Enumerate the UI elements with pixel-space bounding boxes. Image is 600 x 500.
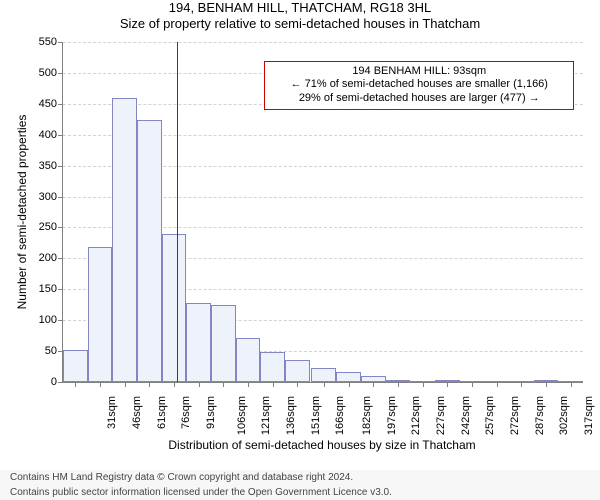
y-tick-label: 500 bbox=[39, 67, 57, 79]
histogram-bar bbox=[63, 350, 88, 382]
y-tick-label: 200 bbox=[39, 252, 57, 264]
x-tick-label: 317sqm bbox=[583, 396, 595, 435]
x-tick-label: 61sqm bbox=[156, 396, 168, 429]
y-tick-label: 400 bbox=[39, 129, 57, 141]
x-tick-label: 136sqm bbox=[285, 396, 297, 435]
y-tick-mark bbox=[58, 73, 63, 74]
y-tick-label: 150 bbox=[39, 283, 57, 295]
x-tick-mark bbox=[349, 382, 350, 387]
reference-line bbox=[177, 42, 178, 382]
y-tick-label: 550 bbox=[39, 36, 57, 48]
x-tick-mark bbox=[125, 382, 126, 387]
histogram-bar bbox=[285, 360, 310, 382]
x-tick-mark bbox=[248, 382, 249, 387]
x-tick-mark bbox=[75, 382, 76, 387]
x-axis-label: Distribution of semi-detached houses by … bbox=[62, 438, 582, 452]
y-tick-label: 250 bbox=[39, 221, 57, 233]
y-tick-label: 300 bbox=[39, 191, 57, 203]
y-tick-label: 450 bbox=[39, 98, 57, 110]
histogram-bar bbox=[162, 234, 187, 382]
histogram-bar bbox=[211, 305, 236, 382]
x-tick-mark bbox=[447, 382, 448, 387]
x-tick-mark bbox=[373, 382, 374, 387]
grid-line bbox=[63, 42, 583, 43]
callout-line: ← 71% of semi-detached houses are smalle… bbox=[271, 78, 567, 92]
callout-line: 194 BENHAM HILL: 93sqm bbox=[271, 65, 567, 79]
x-tick-label: 272sqm bbox=[509, 396, 521, 435]
histogram-bar bbox=[186, 303, 211, 382]
y-tick-mark bbox=[58, 166, 63, 167]
x-tick-mark bbox=[273, 382, 274, 387]
histogram-bar bbox=[88, 247, 113, 382]
x-tick-label: 31sqm bbox=[106, 396, 118, 429]
x-tick-mark bbox=[497, 382, 498, 387]
x-tick-label: 46sqm bbox=[131, 396, 143, 429]
histogram-bar bbox=[112, 98, 137, 382]
x-tick-label: 76sqm bbox=[180, 396, 192, 429]
x-tick-label: 227sqm bbox=[435, 396, 447, 435]
attribution-footer: Contains HM Land Registry data © Crown c… bbox=[0, 470, 600, 500]
x-tick-mark bbox=[521, 382, 522, 387]
y-tick-mark bbox=[58, 197, 63, 198]
x-tick-label: 151sqm bbox=[310, 396, 322, 435]
x-tick-mark bbox=[571, 382, 572, 387]
y-tick-mark bbox=[58, 289, 63, 290]
x-tick-label: 106sqm bbox=[236, 396, 248, 435]
y-tick-mark bbox=[58, 258, 63, 259]
x-tick-mark bbox=[324, 382, 325, 387]
x-tick-mark bbox=[223, 382, 224, 387]
x-tick-mark bbox=[297, 382, 298, 387]
x-tick-mark bbox=[546, 382, 547, 387]
footer-line-2: Contains public sector information licen… bbox=[0, 485, 600, 500]
y-tick-label: 0 bbox=[51, 376, 57, 388]
x-tick-mark bbox=[100, 382, 101, 387]
x-tick-label: 166sqm bbox=[335, 396, 347, 435]
x-tick-label: 302sqm bbox=[558, 396, 570, 435]
x-tick-label: 212sqm bbox=[410, 396, 422, 435]
title-line-1: 194, BENHAM HILL, THATCHAM, RG18 3HL bbox=[0, 0, 600, 16]
x-tick-mark bbox=[398, 382, 399, 387]
x-tick-mark bbox=[174, 382, 175, 387]
y-tick-mark bbox=[58, 104, 63, 105]
x-tick-label: 182sqm bbox=[361, 396, 373, 435]
y-tick-mark bbox=[58, 42, 63, 43]
y-tick-label: 100 bbox=[39, 314, 57, 326]
histogram-bar bbox=[236, 338, 261, 383]
x-tick-label: 257sqm bbox=[484, 396, 496, 435]
x-tick-label: 287sqm bbox=[534, 396, 546, 435]
callout-box: 194 BENHAM HILL: 93sqm← 71% of semi-deta… bbox=[264, 61, 574, 110]
histogram-bar bbox=[336, 372, 361, 382]
y-tick-mark bbox=[58, 135, 63, 136]
x-tick-label: 91sqm bbox=[205, 396, 217, 429]
histogram-bar bbox=[137, 120, 162, 382]
x-tick-mark bbox=[472, 382, 473, 387]
x-tick-label: 242sqm bbox=[460, 396, 472, 435]
callout-line: 29% of semi-detached houses are larger (… bbox=[271, 92, 567, 106]
y-axis-label: Number of semi-detached properties bbox=[15, 42, 29, 382]
histogram-bar bbox=[311, 368, 336, 382]
y-tick-mark bbox=[58, 320, 63, 321]
x-tick-mark bbox=[423, 382, 424, 387]
footer-line-1: Contains HM Land Registry data © Crown c… bbox=[0, 470, 600, 485]
histogram-plot: Number of semi-detached properties 05010… bbox=[62, 42, 583, 383]
x-tick-mark bbox=[149, 382, 150, 387]
title-line-2: Size of property relative to semi-detach… bbox=[0, 16, 600, 32]
y-tick-label: 50 bbox=[45, 345, 57, 357]
x-tick-label: 197sqm bbox=[386, 396, 398, 435]
x-tick-label: 121sqm bbox=[261, 396, 273, 435]
x-tick-mark bbox=[199, 382, 200, 387]
y-tick-label: 350 bbox=[39, 160, 57, 172]
y-tick-mark bbox=[58, 227, 63, 228]
histogram-bar bbox=[260, 352, 285, 382]
y-tick-mark bbox=[58, 382, 63, 383]
